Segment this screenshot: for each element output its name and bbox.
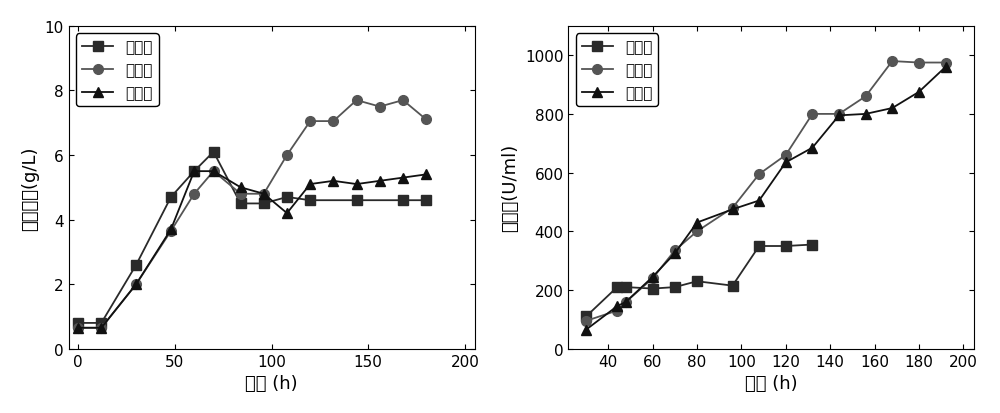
Y-axis label: 细胞干重(g/L): 细胞干重(g/L) — [21, 146, 39, 230]
初始组 — [72, 320, 84, 325]
补氨水 — [886, 59, 898, 64]
初始组 — [669, 285, 681, 290]
初始组 — [304, 198, 316, 203]
补氨水 — [130, 282, 142, 287]
X-axis label: 时间 (h): 时间 (h) — [245, 374, 298, 392]
补硫铵 — [208, 169, 220, 174]
补氨水 — [165, 229, 177, 234]
Line: 补硫铵: 补硫铵 — [73, 167, 431, 333]
补氨水 — [727, 206, 739, 211]
补硫铵 — [374, 179, 386, 184]
补硫铵 — [727, 207, 739, 212]
补硫铵 — [72, 325, 84, 330]
补硫铵 — [165, 227, 177, 232]
初始组 — [620, 285, 632, 290]
Line: 初始组: 初始组 — [581, 240, 817, 322]
初始组 — [647, 286, 659, 291]
Legend: 初始组, 补氨水, 补硫铵: 初始组, 补氨水, 补硫铵 — [76, 34, 159, 107]
补氨水 — [304, 119, 316, 124]
补氨水 — [327, 119, 339, 124]
Line: 补氨水: 补氨水 — [73, 96, 431, 333]
初始组 — [397, 198, 409, 203]
补氨水 — [913, 61, 925, 66]
初始组 — [130, 263, 142, 268]
补氨水 — [860, 95, 872, 100]
补硫铵 — [620, 299, 632, 304]
补硫铵 — [304, 182, 316, 187]
补氨水 — [806, 112, 818, 117]
初始组 — [580, 314, 592, 319]
补氨水 — [780, 153, 792, 158]
初始组 — [208, 150, 220, 155]
补硫铵 — [397, 176, 409, 180]
补硫铵 — [235, 185, 247, 190]
补硫铵 — [691, 221, 703, 225]
补氨水 — [753, 172, 765, 177]
初始组 — [235, 202, 247, 206]
补硫铵 — [780, 161, 792, 166]
补硫铵 — [420, 173, 432, 178]
X-axis label: 时间 (h): 时间 (h) — [745, 374, 798, 392]
初始组 — [806, 242, 818, 247]
补氨水 — [620, 299, 632, 304]
初始组 — [780, 244, 792, 249]
补氨水 — [611, 309, 623, 313]
补氨水 — [833, 112, 845, 117]
初始组 — [611, 285, 623, 290]
初始组 — [753, 244, 765, 249]
初始组 — [95, 320, 107, 325]
初始组 — [258, 202, 270, 206]
补硫铵 — [806, 146, 818, 151]
补硫铵 — [886, 106, 898, 111]
补硫铵 — [833, 114, 845, 119]
补硫铵 — [258, 192, 270, 197]
补氨水 — [397, 98, 409, 103]
补硫铵 — [669, 251, 681, 256]
补氨水 — [691, 229, 703, 234]
补硫铵 — [351, 182, 363, 187]
补硫铵 — [188, 169, 200, 174]
补氨水 — [940, 61, 952, 66]
初始组 — [188, 169, 200, 174]
补硫铵 — [647, 275, 659, 280]
初始组 — [165, 195, 177, 200]
补氨水 — [420, 118, 432, 123]
Line: 初始组: 初始组 — [73, 147, 431, 328]
补氨水 — [374, 105, 386, 110]
补硫铵 — [753, 199, 765, 204]
补氨水 — [208, 169, 220, 174]
补硫铵 — [611, 304, 623, 309]
补氨水 — [258, 192, 270, 197]
初始组 — [691, 279, 703, 284]
补氨水 — [669, 248, 681, 253]
补硫铵 — [580, 328, 592, 332]
Line: 补氨水: 补氨水 — [581, 57, 950, 326]
初始组 — [281, 195, 293, 200]
补氨水 — [95, 325, 107, 330]
补氨水 — [647, 276, 659, 281]
补氨水 — [188, 192, 200, 197]
补硫铵 — [860, 112, 872, 117]
初始组 — [351, 198, 363, 203]
补硫铵 — [327, 179, 339, 184]
补硫铵 — [281, 211, 293, 216]
补硫铵 — [913, 90, 925, 95]
初始组 — [727, 283, 739, 288]
补硫铵 — [130, 282, 142, 287]
Legend: 初始组, 补氨水, 补硫铵: 初始组, 补氨水, 补硫铵 — [576, 34, 658, 107]
补硫铵 — [940, 65, 952, 70]
补氨水 — [72, 325, 84, 330]
补氨水 — [351, 98, 363, 103]
补氨水 — [235, 192, 247, 197]
Line: 补硫铵: 补硫铵 — [581, 63, 950, 335]
补硫铵 — [95, 325, 107, 330]
补氨水 — [281, 153, 293, 158]
补氨水 — [580, 318, 592, 323]
Y-axis label: 红霉素(U/ml): 红霉素(U/ml) — [501, 144, 519, 232]
初始组 — [420, 198, 432, 203]
